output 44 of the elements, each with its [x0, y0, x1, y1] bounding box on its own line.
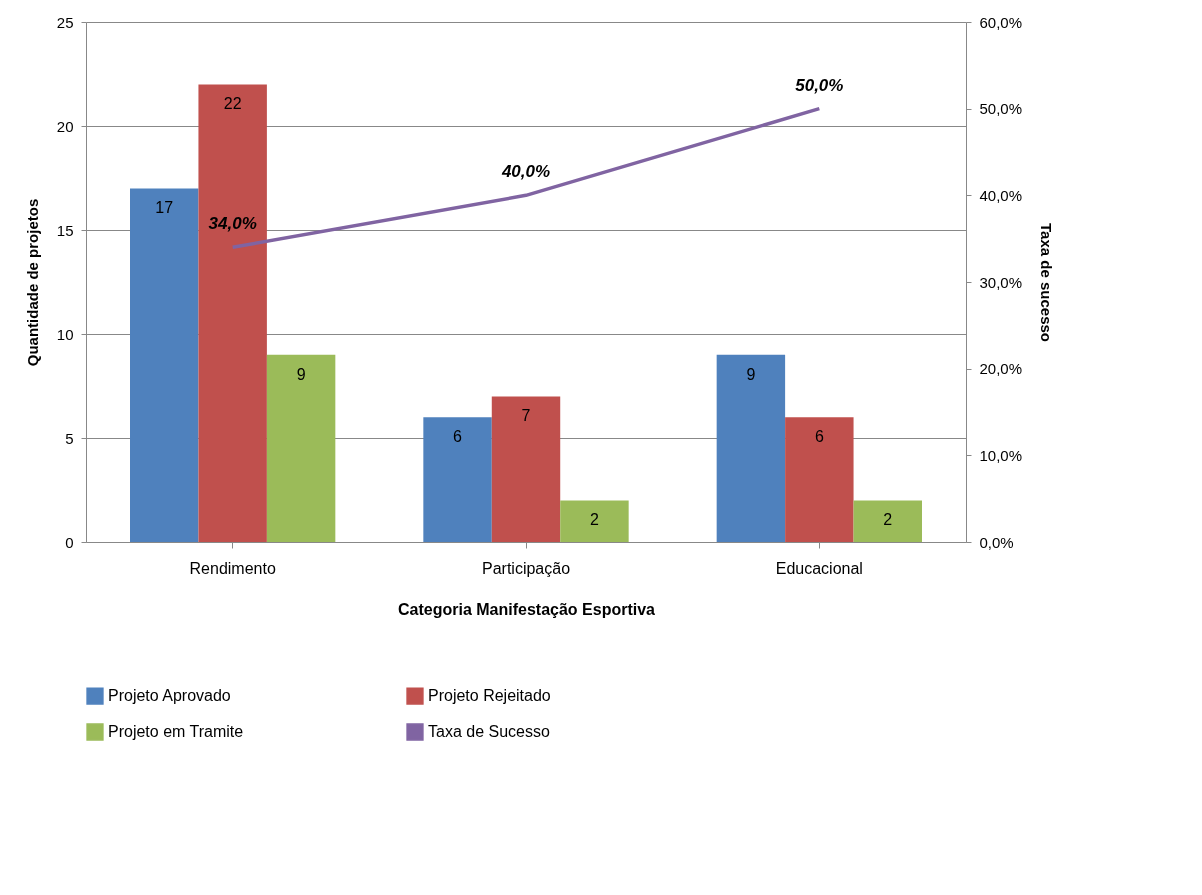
y2-tick-label: 20,0%: [979, 360, 1023, 378]
x-tick-label: Rendimento: [189, 559, 276, 577]
data-label: 6: [814, 428, 824, 446]
y-tick-label: 0: [65, 533, 74, 551]
bar: [491, 396, 561, 542]
legend-label: Taxa de Sucesso: [428, 723, 550, 740]
data-label: 2: [589, 511, 599, 529]
y-tick-label: 10: [56, 325, 74, 343]
bar: [266, 354, 336, 542]
y2-tick-label: 50,0%: [979, 100, 1023, 118]
x-axis-title: Categoria Manifestação Esportiva: [398, 600, 656, 618]
data-label: 22: [223, 95, 242, 113]
bar: [853, 500, 922, 542]
legend-label: Projeto Aprovado: [108, 687, 231, 705]
data-label: 17: [155, 199, 174, 217]
data-label: 7: [521, 407, 531, 425]
data-label: 2: [883, 511, 893, 529]
y-axis-title: Quantidade de projetos: [23, 198, 41, 367]
data-label: 9: [746, 365, 756, 383]
bar: [130, 188, 199, 542]
legend-label: Projeto em Tramite: [108, 723, 244, 740]
y2-tick-label: 10,0%: [979, 446, 1023, 464]
data-label: 6: [453, 428, 463, 446]
x-tick-label: Participação: [481, 559, 571, 577]
y-tick-label: 20: [56, 117, 74, 135]
data-label: 40,0%: [500, 162, 551, 182]
y2-tick-label: 0,0%: [979, 533, 1014, 551]
bar: [198, 84, 267, 542]
data-label: 50,0%: [795, 75, 844, 95]
y2-tick-label: 30,0%: [979, 273, 1023, 291]
x-tick-label: Educacional: [775, 559, 863, 577]
data-label: 9: [296, 365, 306, 383]
bar: [560, 500, 629, 542]
y-tick-label: 5: [65, 429, 74, 447]
data-label: 34,0%: [208, 214, 257, 234]
y-tick-label: 15: [56, 221, 74, 239]
y-tick-label: 25: [56, 13, 74, 31]
bar: [423, 417, 492, 542]
y2-tick-label: 60,0%: [979, 13, 1023, 31]
y2-tick-label: 40,0%: [979, 186, 1023, 204]
y2-axis-title: Taxa de sucesso: [1038, 223, 1056, 342]
bar: [785, 417, 854, 542]
legend-label: Projeto Rejeitado: [428, 687, 551, 705]
bar: [716, 354, 786, 542]
